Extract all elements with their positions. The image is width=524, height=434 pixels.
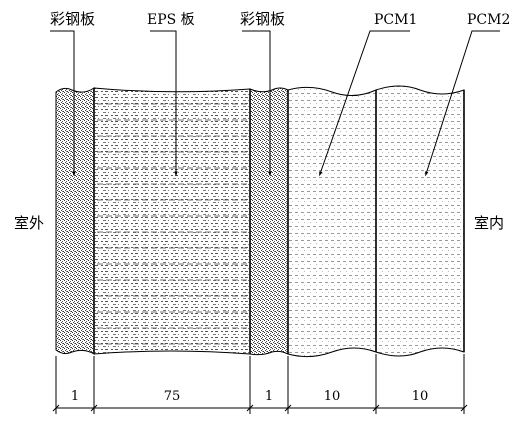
dim-steel-left: 1 [71, 389, 79, 404]
label-steel-left: 彩钢板 [50, 10, 95, 28]
leader-pcm2 [425, 30, 500, 177]
pcm1-layer [287, 86, 377, 358]
label-eps: EPS 板 [147, 12, 195, 28]
label-outdoor: 室外 [14, 214, 44, 232]
dim-steel-right: 1 [265, 389, 273, 404]
dim-eps: 75 [164, 389, 181, 404]
dim-pcm1: 10 [324, 389, 341, 404]
pcm2-layer [375, 85, 465, 357]
layer-boundaries [93, 88, 465, 354]
leader-pcm1 [319, 30, 410, 177]
dimension-line [52, 404, 468, 412]
dim-pcm2: 10 [412, 389, 429, 404]
leader-steel-right [242, 30, 272, 177]
steel-layer-right [249, 87, 289, 356]
leader-lines [50, 30, 500, 177]
eps-hatch-lines [97, 103, 247, 345]
leader-eps [150, 30, 178, 177]
label-pcm2: PCM2 [467, 12, 510, 28]
eps-layer [93, 87, 251, 355]
steel-layer-left [55, 87, 95, 355]
label-steel-right: 彩钢板 [240, 10, 285, 28]
dimension-extension-lines [55, 354, 465, 414]
label-indoor: 室内 [474, 214, 504, 232]
label-pcm1: PCM1 [374, 12, 417, 28]
leader-steel-left [50, 30, 76, 177]
